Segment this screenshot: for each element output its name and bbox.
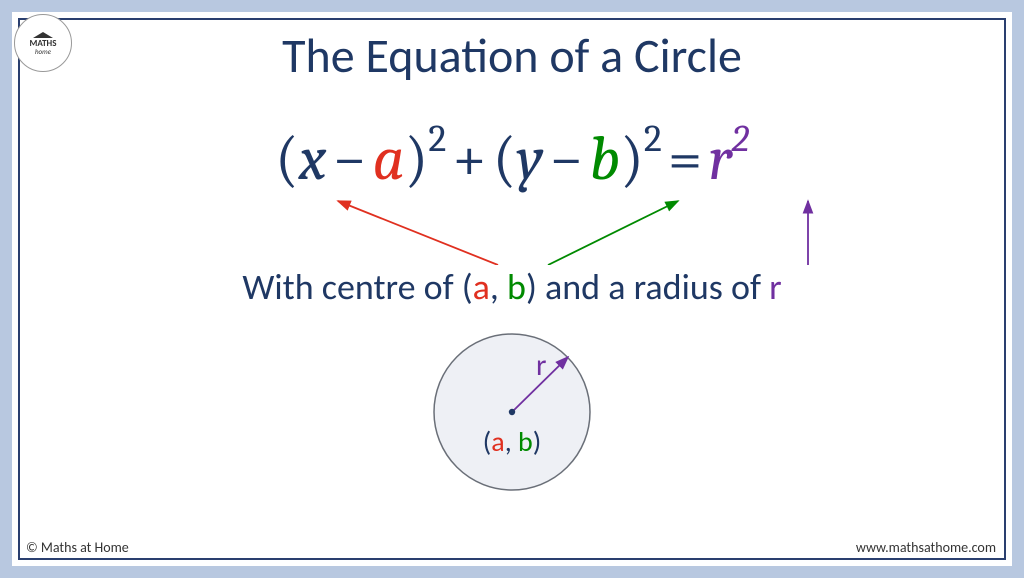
eq-minus1: −	[326, 123, 372, 195]
eq-y: y	[516, 123, 543, 195]
content: The Equation of a Circle (x−a)2+(y−b)2=r…	[20, 20, 1004, 558]
cl-a: a	[491, 424, 504, 459]
center-label: (a, b)	[483, 424, 541, 459]
sent-b: b	[507, 265, 526, 309]
sent-r: r	[769, 265, 782, 309]
eq-minus2: −	[543, 123, 589, 195]
website-url: www.mathsathome.com	[856, 539, 996, 556]
page-title: The Equation of a Circle	[282, 26, 742, 85]
sent-t1: With centre of (	[242, 265, 472, 309]
eq-rparen2: )	[620, 123, 644, 195]
center-dot	[509, 409, 515, 415]
eq-b: b	[589, 123, 620, 195]
eq-sq1: 2	[428, 117, 446, 161]
explanation-sentence: With centre of (a, b) and a radius of r	[242, 265, 781, 309]
arrows-svg	[162, 195, 862, 265]
cl-comma: ,	[505, 424, 518, 459]
arrows-layer	[162, 195, 862, 265]
eq-sq2: 2	[644, 117, 662, 161]
circle-svg: r (a, b)	[412, 327, 612, 497]
arrow-a	[338, 201, 498, 265]
cl-b: b	[518, 424, 533, 459]
eq-a: a	[373, 123, 405, 195]
circle-diagram: r (a, b)	[412, 327, 612, 497]
eq-equals: =	[662, 123, 708, 195]
eq-sq3: 2	[732, 117, 749, 161]
eq-plus: +	[446, 123, 492, 195]
eq-r: r	[708, 123, 731, 195]
eq-x: x	[299, 123, 327, 195]
eq-lparen1: (	[275, 123, 299, 195]
circle-equation: (x−a)2+(y−b)2=r2	[275, 117, 749, 195]
sent-t2: ,	[490, 265, 507, 309]
sent-a: a	[473, 265, 490, 309]
r-label: r	[536, 347, 546, 384]
cl-rp: )	[533, 424, 542, 459]
sent-t3: ) and a radius of	[526, 265, 769, 309]
eq-rparen1: )	[405, 123, 429, 195]
copyright: © Maths at Home	[26, 539, 129, 556]
arrow-b	[548, 201, 678, 265]
eq-lparen2: (	[493, 123, 517, 195]
cl-lp: (	[483, 424, 492, 459]
